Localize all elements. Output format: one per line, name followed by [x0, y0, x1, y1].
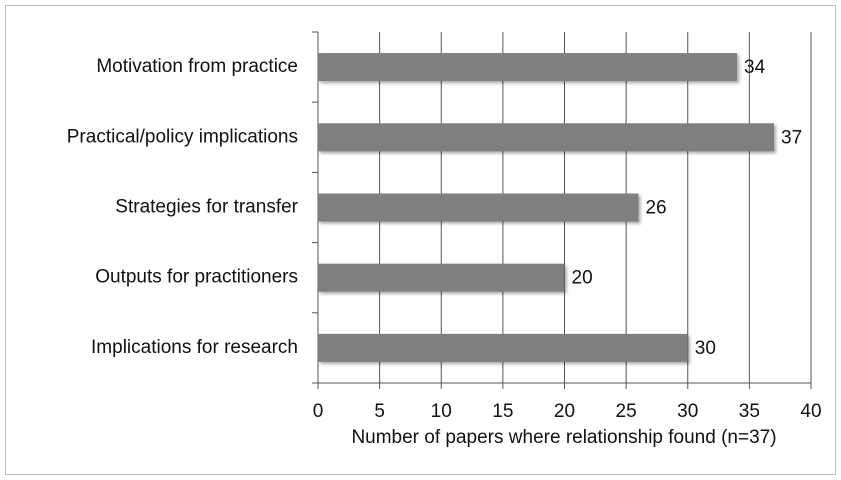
x-tick-label: 0	[313, 401, 324, 422]
y-tick-label: Implications for research	[91, 337, 298, 358]
y-tick-label: Motivation from practice	[96, 56, 298, 77]
bar	[318, 263, 565, 292]
y-tick-label: Strategies for transfer	[115, 197, 298, 218]
bar	[318, 333, 688, 362]
x-tick-label: 20	[554, 401, 575, 422]
x-tick-label: 35	[739, 401, 760, 422]
x-tick-label: 5	[374, 401, 385, 422]
x-axis-label: Number of papers where relationship foun…	[351, 427, 776, 448]
data-label: 34	[744, 57, 766, 78]
bar	[318, 123, 775, 152]
data-label: 20	[572, 268, 593, 289]
chart-frame	[5, 5, 836, 475]
data-label: 37	[781, 127, 802, 148]
bar	[318, 53, 738, 82]
y-tick-label: Outputs for practitioners	[95, 267, 298, 288]
x-tick-label: 10	[431, 401, 452, 422]
bar	[318, 193, 639, 222]
y-tick-label: Practical/policy implications	[67, 126, 298, 147]
x-tick-label: 30	[677, 401, 698, 422]
data-label: 30	[695, 338, 716, 359]
x-tick-label: 25	[616, 401, 637, 422]
x-tick-label: 40	[800, 401, 821, 422]
data-label: 26	[645, 198, 666, 219]
x-tick-label: 15	[492, 401, 513, 422]
